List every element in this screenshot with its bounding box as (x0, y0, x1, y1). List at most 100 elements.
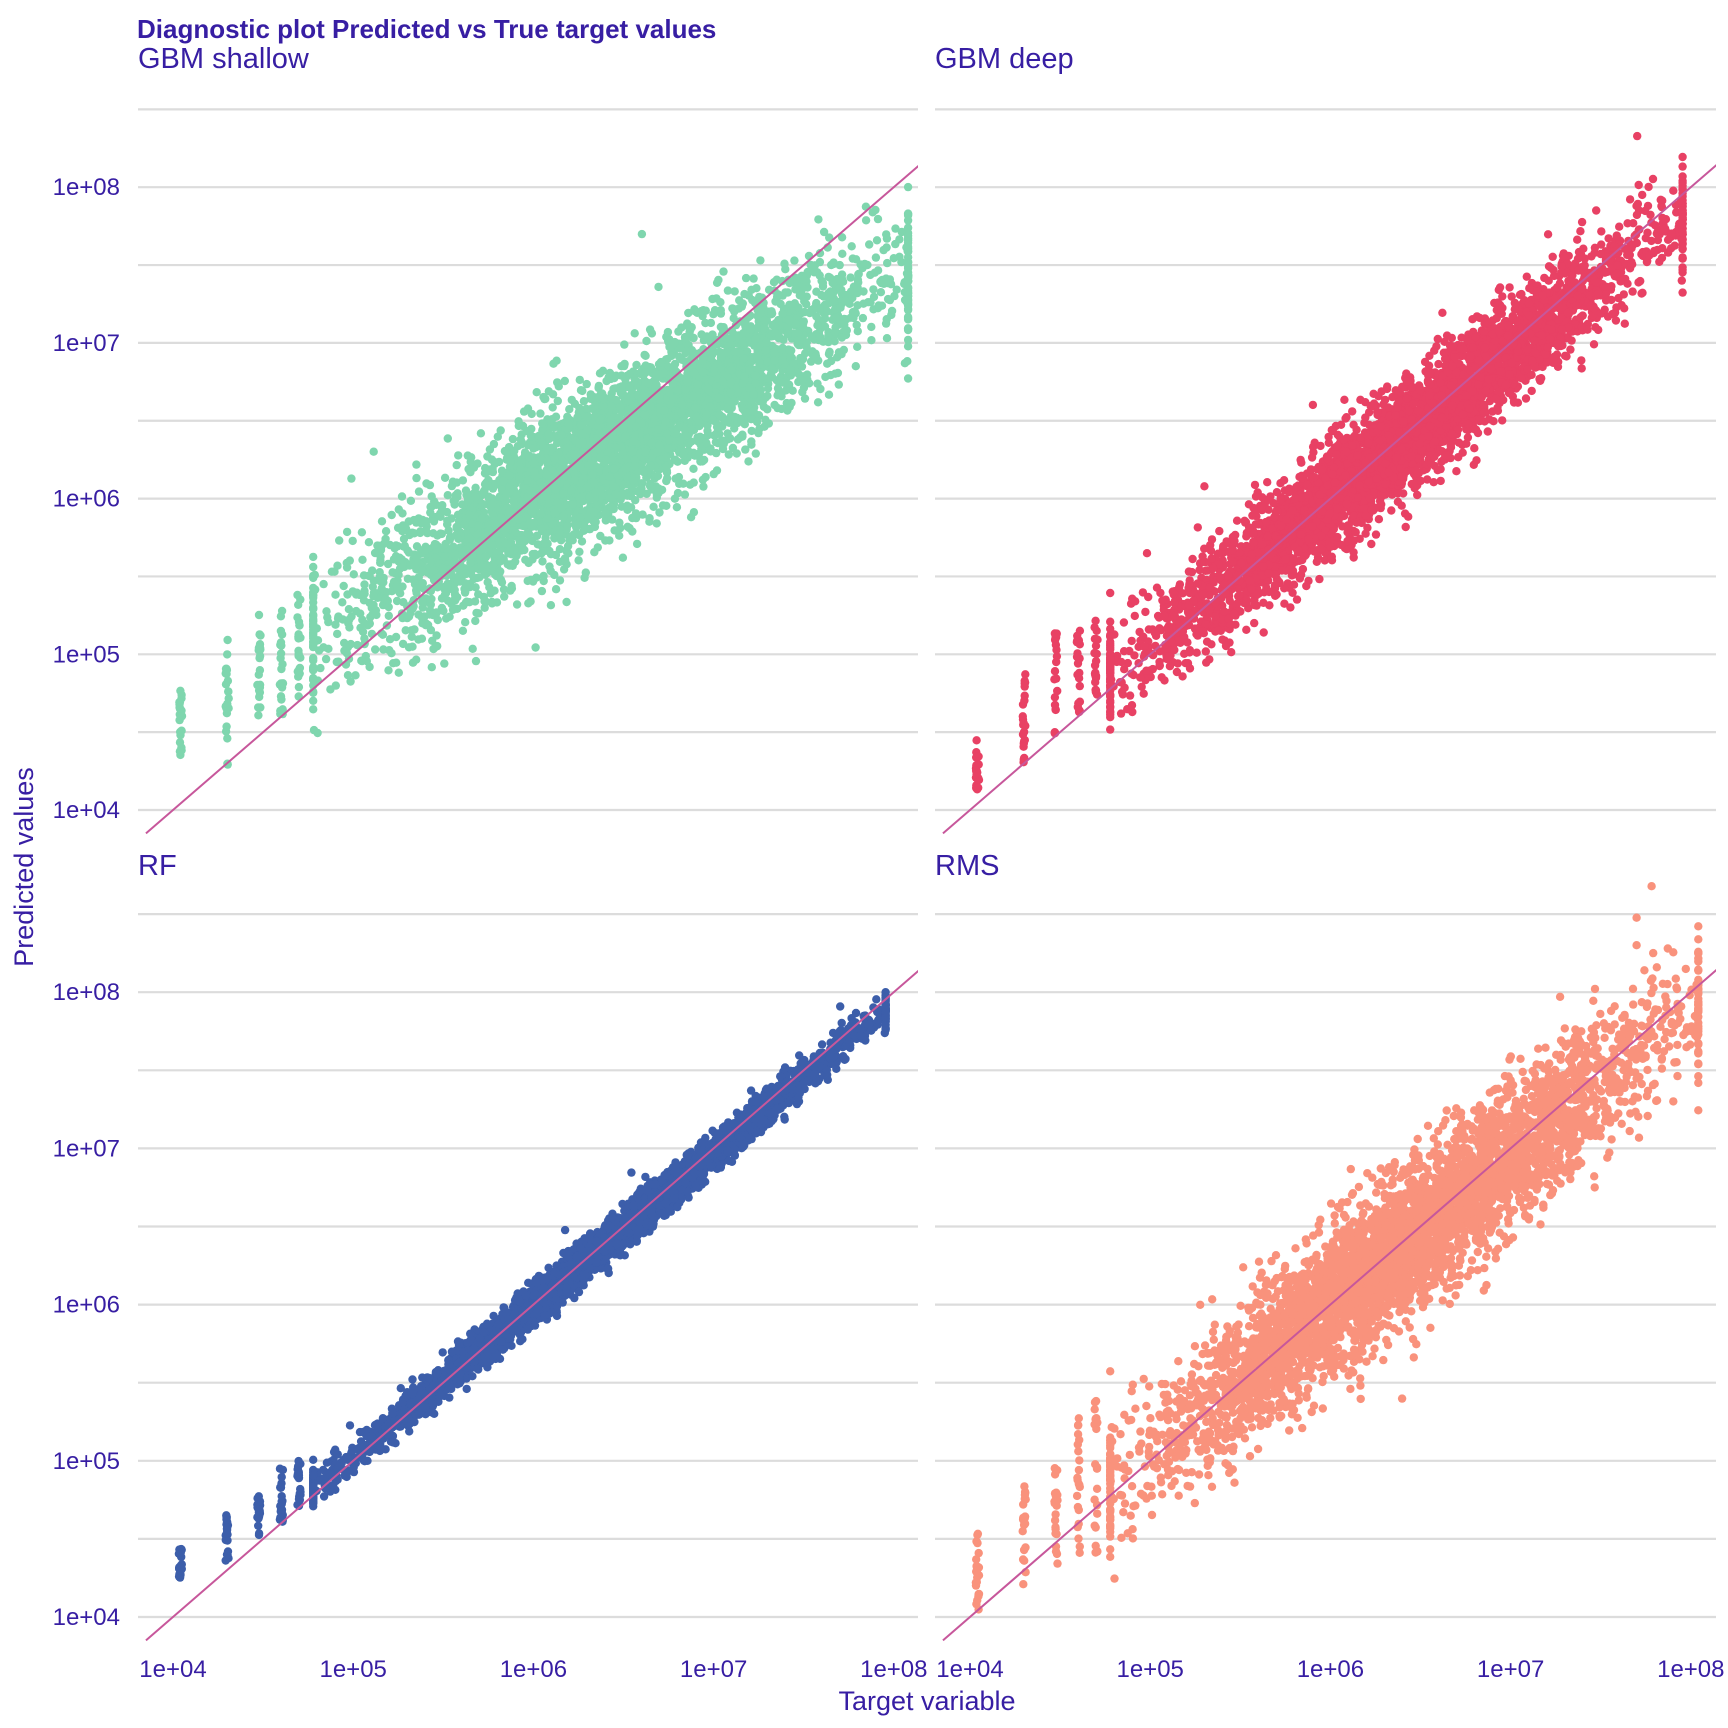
data-point (480, 597, 489, 606)
data-point (392, 658, 401, 667)
data-point (1075, 681, 1085, 691)
data-point (853, 275, 863, 284)
data-point (591, 517, 600, 527)
data-point (573, 413, 582, 422)
data-point (778, 355, 787, 365)
data-point (873, 214, 883, 224)
data-point (767, 307, 776, 316)
data-point (353, 640, 362, 650)
data-point (826, 291, 836, 300)
data-point (437, 506, 447, 516)
data-point (499, 585, 509, 594)
data-point (254, 686, 264, 695)
chart-title: Diagnostic plot Predicted vs True target… (137, 14, 716, 44)
data-point (460, 520, 469, 529)
data-point (365, 662, 374, 672)
data-point (412, 473, 421, 483)
panel-gbm-deep: GBM deep (935, 43, 1716, 835)
data-point (869, 285, 878, 294)
data-point (489, 559, 498, 569)
data-point (601, 455, 611, 464)
data-point (511, 528, 520, 537)
data-point (369, 600, 378, 610)
data-point (514, 515, 524, 524)
data-point (883, 258, 892, 268)
data-point (177, 726, 186, 735)
data-point (331, 681, 340, 690)
data-point (373, 541, 382, 550)
data-point (867, 336, 876, 345)
data-point (429, 565, 438, 575)
data-point (759, 315, 769, 324)
data-point (223, 650, 232, 659)
data-point (847, 242, 856, 251)
data-point (628, 447, 637, 457)
data-point (543, 514, 552, 523)
data-point (689, 464, 698, 473)
data-point (615, 518, 624, 527)
data-point (712, 448, 721, 458)
data-point (601, 509, 610, 518)
data-point (832, 313, 841, 323)
data-point (797, 290, 806, 299)
data-point (409, 575, 418, 584)
data-point (309, 562, 318, 572)
data-point (865, 240, 874, 249)
data-point (551, 550, 561, 560)
data-point (674, 423, 683, 432)
data-point (1052, 645, 1061, 655)
data-point (803, 370, 812, 379)
data-point (338, 598, 347, 607)
data-point (574, 556, 583, 565)
data-point (677, 408, 686, 417)
data-point (773, 391, 782, 400)
data-point (351, 671, 360, 680)
data-point (406, 496, 416, 505)
data-point (384, 666, 393, 675)
data-point (606, 402, 616, 411)
data-point (1050, 629, 1060, 638)
data-point (537, 586, 547, 596)
data-point (175, 715, 184, 725)
data-point (859, 299, 868, 308)
data-point (903, 211, 913, 220)
data-point (601, 516, 610, 525)
data-point (430, 539, 440, 549)
panel-title: GBM shallow (138, 43, 310, 75)
data-point (646, 461, 656, 471)
data-point (596, 485, 606, 495)
data-point (1625, 195, 1635, 204)
data-point (770, 348, 779, 357)
data-point (749, 274, 758, 283)
data-point (588, 470, 597, 479)
data-point (625, 369, 634, 379)
data-point (698, 356, 707, 365)
data-point (632, 360, 641, 370)
data-point (393, 584, 402, 594)
y-tick-label: 1e+05 (53, 641, 120, 668)
data-point (444, 526, 453, 535)
data-point (1090, 623, 1099, 632)
data-point (452, 460, 461, 470)
data-point (897, 227, 906, 237)
data-point (295, 621, 304, 630)
data-point (790, 299, 799, 308)
data-point (1601, 296, 1611, 305)
data-point (595, 429, 604, 438)
data-point (414, 487, 424, 496)
data-point (309, 656, 318, 665)
data-point (816, 384, 825, 394)
data-point (629, 476, 638, 485)
data-point (309, 696, 318, 705)
data-point (719, 323, 728, 332)
data-point (575, 493, 584, 503)
data-point (761, 415, 770, 424)
data-point (521, 555, 530, 564)
data-point (309, 626, 318, 635)
data-point (663, 327, 673, 337)
data-point (404, 548, 414, 557)
data-point (578, 438, 587, 447)
data-point (699, 482, 708, 491)
data-point (519, 521, 528, 531)
data-point (376, 576, 385, 586)
